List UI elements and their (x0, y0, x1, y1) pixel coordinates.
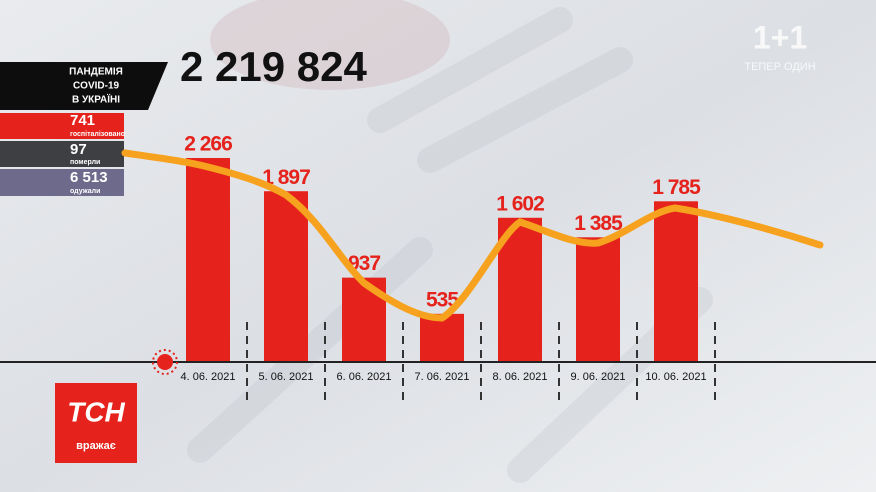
virus-icon (152, 349, 178, 375)
channel-slogan: ТЕПЕР ОДИН (744, 61, 815, 73)
virus-decoration (187, 0, 713, 483)
x-tick-label: 9. 06. 2021 (570, 371, 625, 383)
plot-area: 2 266 4. 06. 2021 1 897 5. 06. 2021 937 6. 06… (180, 133, 716, 405)
x-tick-label: 6. 06. 2021 (336, 371, 391, 383)
total-cases: 2 219 824 (180, 43, 367, 90)
panel-row-bg (0, 141, 124, 167)
value-label: 1 785 (652, 176, 701, 199)
tsn-tagline: вражає (76, 440, 116, 452)
bar (264, 191, 308, 362)
bar (576, 237, 620, 362)
panel-number: 741 (70, 112, 95, 129)
channel-logo: 1+1 (753, 19, 807, 55)
panel-number: 97 (70, 141, 87, 158)
bar (186, 158, 230, 362)
bar (420, 313, 464, 362)
x-tick-label: 10. 06. 2021 (645, 371, 706, 383)
panel-label: померли (70, 159, 100, 166)
panel-row-bg (0, 113, 124, 139)
panel-heading: ПАНДЕМІЯ (69, 67, 123, 78)
value-label: 1 602 (496, 192, 544, 215)
x-tick-label: 8. 06. 2021 (492, 371, 547, 383)
value-label: 1 897 (262, 166, 310, 189)
x-tick-label: 7. 06. 2021 (414, 371, 469, 383)
panel-number: 6 513 (70, 169, 108, 186)
tsn-logo-bg (55, 383, 137, 463)
panel-heading-bg (0, 62, 168, 110)
tsn-logo: ТСН (67, 396, 125, 427)
panel-label: одужали (70, 188, 100, 195)
value-label: 1 385 (574, 212, 623, 235)
bar (654, 201, 698, 362)
panel-heading: COVID-19 (73, 81, 120, 92)
value-label: 937 (348, 252, 380, 275)
panel-label: госпіталізовано (70, 130, 125, 138)
value-label: 2 266 (184, 133, 232, 156)
trend-line (121, 149, 824, 322)
x-tick-label: 4. 06. 2021 (180, 371, 235, 383)
panel-heading: В УКРАЇНІ (72, 93, 120, 106)
x-tick-label: 5. 06. 2021 (258, 371, 313, 383)
panel-row-bg (0, 169, 124, 196)
